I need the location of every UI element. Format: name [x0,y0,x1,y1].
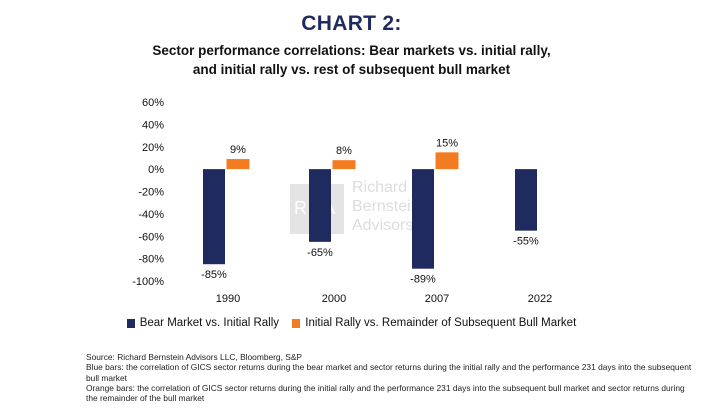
y-tick-label: 0% [148,164,164,176]
y-tick-label: 20% [142,142,164,154]
bar-chart: 60% 40% 20% 0% -20% -40% -60% -80% -100% 1990 200… [132,97,552,305]
watermark-text: Richard Bernstein Advisors [352,178,420,235]
legend: Bear Market vs. Initial Rally Initial Ra… [0,317,703,331]
subtitle-line-2: and initial rally vs. rest of subsequent… [192,62,511,77]
y-tick-label: 40% [142,119,164,131]
watermark-line-3: Advisors [352,217,414,234]
y-tick-label: -20% [138,187,164,199]
legend-swatch-orange [292,318,301,328]
x-tick-label: 2022 [528,293,552,305]
blue-bar [515,169,537,231]
chart-subtitle: Sector performance correlations: Bear ma… [0,41,703,79]
watermark-line-1: Richard [352,179,408,196]
orange-bar [226,159,250,170]
blue-data-label: -55% [513,236,539,248]
watermark-line-2: Bernstein [352,198,420,215]
blue-bar [309,169,331,242]
orange-data-label: 9% [230,144,246,156]
orange-bars-note: Orange bars: the correlation of GICS sec… [86,382,685,404]
x-tick-label: 1990 [216,293,240,305]
blue-bars-note: Blue bars: the correlation of GICS secto… [86,362,692,383]
blue-bar [203,169,225,265]
footnotes: Source: Richard Bernstein Advisors LLC, … [86,352,696,403]
orange-data-label: 15% [436,137,458,149]
legend-item-orange: Initial Rally vs. Remainder of Subsequen… [292,317,576,329]
bars [203,152,537,269]
y-tick-label: -60% [138,231,164,243]
orange-bar [332,160,356,170]
blue-data-label: -65% [307,247,333,259]
legend-swatch-blue [126,318,135,328]
orange-bar [435,152,459,170]
blue-data-label: -85% [201,269,227,281]
subtitle-line-1: Sector performance correlations: Bear ma… [152,43,551,58]
blue-bar [412,169,434,269]
orange-data-label: 8% [336,145,352,157]
y-axis: 60% 40% 20% 0% -20% -40% -60% -80% -100% [132,97,164,288]
source-note: Source: Richard Bernstein Advisors LLC, … [86,352,302,362]
y-tick-label: -40% [138,209,164,221]
y-tick-label: -100% [132,276,164,288]
chart-heading: CHART 2: [301,12,402,35]
legend-label-orange: Initial Rally vs. Remainder of Subsequen… [305,317,577,329]
blue-data-label: -89% [410,274,436,286]
y-tick-label: 60% [142,97,164,109]
x-tick-label: 2007 [425,293,449,305]
legend-item-blue: Bear Market vs. Initial Rally [126,317,280,329]
y-tick-label: -80% [138,254,164,266]
legend-label-blue: Bear Market vs. Initial Rally [139,317,280,329]
x-axis: 1990 2000 2007 2022 [216,293,552,305]
x-tick-label: 2000 [322,293,346,305]
data-labels: -85% -65% -89% -55% 9% 8% 15% [201,137,539,285]
